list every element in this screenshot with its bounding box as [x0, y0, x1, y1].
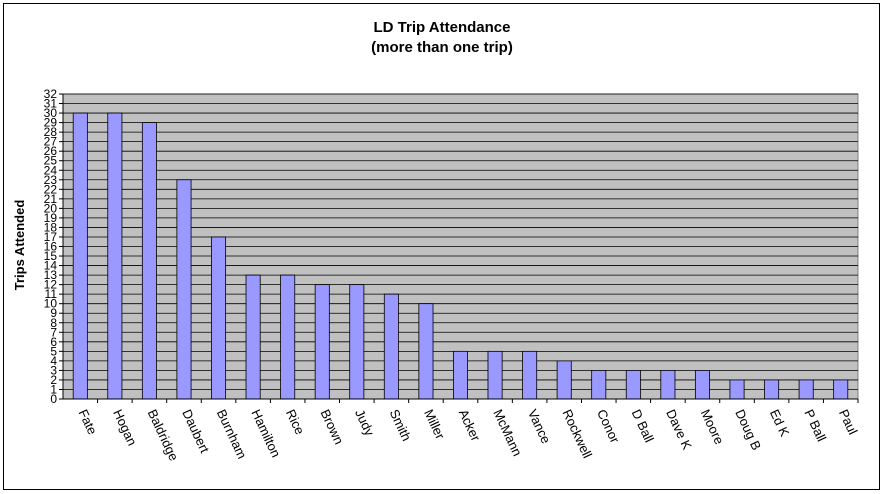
y-tick-label: 20 — [44, 201, 58, 215]
y-tick-label: 9 — [50, 306, 57, 320]
y-tick-label: 25 — [44, 154, 58, 168]
x-tick-label: Miller — [421, 407, 448, 442]
y-tick-label: 27 — [44, 135, 58, 149]
y-tick-label: 19 — [44, 211, 58, 225]
bar-hamilton — [245, 274, 261, 400]
x-tick-label: Hogan — [110, 407, 140, 448]
x-tick-label: Judy — [352, 407, 377, 439]
y-tick-label: 1 — [50, 382, 57, 396]
bar-mcmann — [487, 350, 503, 400]
x-tick-label: Rice — [283, 407, 308, 437]
x-tick-label: Smith — [387, 407, 415, 443]
y-tick-label: 3 — [50, 363, 57, 377]
y-tick-label: 23 — [44, 173, 58, 187]
x-tick-label: Hamilton — [248, 407, 283, 460]
x-tick-label: Daubert — [179, 407, 212, 456]
bar-conor — [591, 370, 607, 400]
bar-p-ball — [798, 379, 814, 400]
bar-acker — [453, 350, 468, 400]
y-tick-label: 26 — [44, 144, 58, 158]
x-tick-label: Doug B — [732, 407, 764, 453]
y-tick-label: 29 — [44, 116, 58, 130]
x-tick-label: Dave K — [663, 407, 695, 452]
y-tick-label: 4 — [50, 354, 57, 368]
bar-miller — [418, 303, 434, 400]
chart-title-block: LD Trip Attendance (more than one trip) — [0, 18, 884, 58]
x-tick-label: Fate — [76, 407, 101, 437]
x-tick-label: Rockwell — [559, 407, 595, 461]
bar-judy — [349, 284, 365, 400]
y-tick-label: 12 — [44, 278, 58, 292]
x-tick-label: D Ball — [629, 407, 657, 445]
y-tick-label: 14 — [44, 259, 58, 273]
bar-burnham — [211, 236, 227, 400]
bar-rice — [280, 274, 296, 400]
y-tick-label: 28 — [44, 125, 58, 139]
x-tick-label: Ed K — [767, 407, 793, 439]
x-tick-label: Brown — [318, 407, 347, 447]
x-tick-label: Moore — [698, 407, 727, 447]
bar-smith — [383, 293, 399, 400]
bars — [72, 112, 849, 400]
y-tick-label: 17 — [44, 230, 58, 244]
bar-ed-k — [764, 379, 780, 400]
y-tick-label: 7 — [50, 325, 57, 339]
x-tick-label: Paul — [836, 407, 861, 437]
y-axis: 0123456789101112131415161718192021222324… — [44, 87, 64, 406]
y-tick-label: 15 — [44, 249, 58, 263]
y-tick-label: 0 — [50, 392, 57, 406]
bar-hogan — [107, 112, 123, 400]
y-tick-label: 10 — [44, 297, 58, 311]
x-tick-label: Vance — [525, 407, 554, 446]
bar-vance — [522, 350, 538, 400]
bar-brown — [314, 284, 330, 400]
x-tick-label: Burnham — [214, 407, 250, 461]
x-tick-label: Acker — [456, 407, 484, 444]
chart-subtitle: (more than one trip) — [371, 39, 513, 56]
bar-paul — [833, 379, 849, 400]
y-tick-label: 32 — [44, 87, 58, 101]
bar-daubert — [176, 179, 192, 400]
bar-baldridge — [141, 122, 157, 400]
y-tick-label: 24 — [44, 163, 58, 177]
bar-dave-k — [660, 370, 676, 400]
y-tick-label: 13 — [44, 268, 58, 282]
bar-d-ball — [625, 370, 641, 400]
y-tick-label: 22 — [44, 182, 58, 196]
y-tick-label: 18 — [44, 220, 58, 234]
x-tick-label: Conor — [594, 407, 623, 446]
bar-rockwell — [556, 360, 572, 400]
x-tick-label: McMann — [490, 407, 525, 459]
y-tick-label: 30 — [44, 106, 58, 120]
y-tick-label: 11 — [45, 287, 58, 301]
bar-moore — [694, 370, 710, 400]
y-tick-label: 21 — [44, 192, 58, 206]
y-tick-label: 2 — [50, 373, 57, 387]
y-tick-label: 5 — [50, 344, 57, 358]
x-tick-label: P Ball — [801, 407, 829, 444]
bar-doug-b — [729, 379, 745, 400]
chart-title: LD Trip Attendance — [373, 19, 511, 36]
bar-fate — [72, 112, 88, 400]
x-tick-label: Baldridge — [145, 407, 182, 463]
y-tick-label: 31 — [44, 97, 58, 111]
y-tick-label: 6 — [50, 335, 57, 349]
y-tick-label: 16 — [44, 240, 58, 254]
y-tick-label: 8 — [50, 316, 57, 330]
